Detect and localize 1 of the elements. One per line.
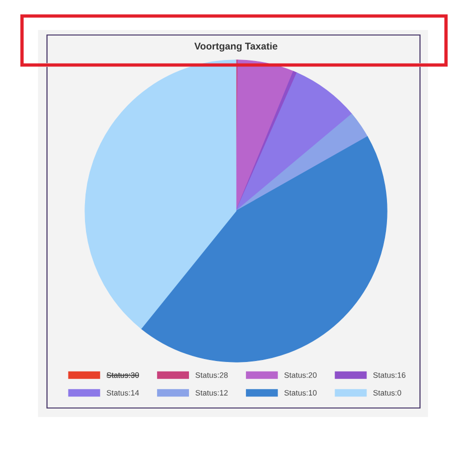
chart-title: Voortgang Taxatie (194, 42, 278, 52)
